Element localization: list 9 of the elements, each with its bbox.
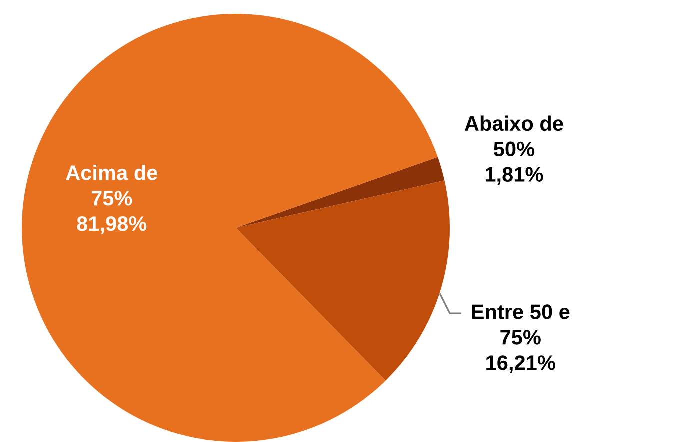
data-label: 81,98% (77, 216, 147, 234)
pie-slice (236, 180, 450, 381)
pie-slice (236, 157, 445, 228)
slice-label: Abaixo de 50% (464, 116, 564, 157)
data-label: 16,21% (486, 356, 556, 374)
slice-label: Acima de 75% (66, 165, 158, 206)
data-label: 1,81% (486, 167, 544, 186)
slice-label: Entre 50 e 75% (472, 304, 570, 345)
pie-slice (22, 14, 438, 442)
